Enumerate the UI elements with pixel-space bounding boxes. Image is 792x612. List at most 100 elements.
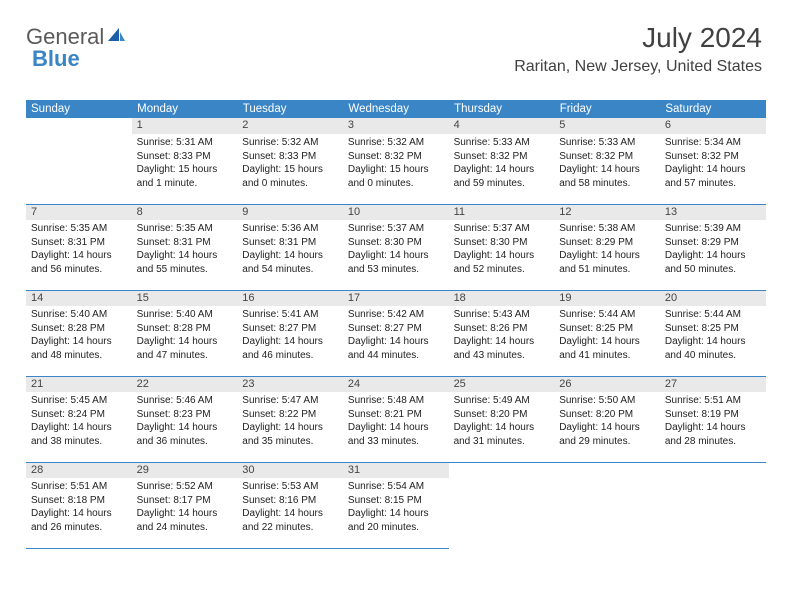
day-number-cell: 14 <box>26 290 132 306</box>
sunset-line: Sunset: 8:26 PM <box>454 322 550 336</box>
daylight-line: Daylight: 14 hours and 52 minutes. <box>454 249 550 276</box>
sunset-line: Sunset: 8:20 PM <box>454 408 550 422</box>
sunrise-line: Sunrise: 5:53 AM <box>242 480 338 494</box>
day-data-cell: Sunrise: 5:53 AMSunset: 8:16 PMDaylight:… <box>237 478 343 548</box>
sunrise-line: Sunrise: 5:43 AM <box>454 308 550 322</box>
sunset-line: Sunset: 8:32 PM <box>454 150 550 164</box>
sunset-line: Sunset: 8:17 PM <box>137 494 233 508</box>
sunset-line: Sunset: 8:23 PM <box>137 408 233 422</box>
day-number-cell <box>554 462 660 478</box>
day-number-cell: 24 <box>343 376 449 392</box>
sunrise-line: Sunrise: 5:51 AM <box>31 480 127 494</box>
day-number-cell: 13 <box>660 204 766 220</box>
day-data-cell: Sunrise: 5:40 AMSunset: 8:28 PMDaylight:… <box>26 306 132 376</box>
sunrise-line: Sunrise: 5:33 AM <box>454 136 550 150</box>
title-month: July 2024 <box>514 22 762 54</box>
sunset-line: Sunset: 8:15 PM <box>348 494 444 508</box>
daylight-line: Daylight: 14 hours and 56 minutes. <box>31 249 127 276</box>
sunrise-line: Sunrise: 5:39 AM <box>665 222 761 236</box>
day-data-cell: Sunrise: 5:54 AMSunset: 8:15 PMDaylight:… <box>343 478 449 548</box>
sunrise-line: Sunrise: 5:31 AM <box>137 136 233 150</box>
weekday-header: Saturday <box>660 100 766 118</box>
day-data-cell: Sunrise: 5:46 AMSunset: 8:23 PMDaylight:… <box>132 392 238 462</box>
day-number-cell: 12 <box>554 204 660 220</box>
title-location: Raritan, New Jersey, United States <box>514 58 762 76</box>
weekday-header: Wednesday <box>343 100 449 118</box>
sunset-line: Sunset: 8:32 PM <box>348 150 444 164</box>
calendar-table: SundayMondayTuesdayWednesdayThursdayFrid… <box>26 100 766 549</box>
sunrise-line: Sunrise: 5:44 AM <box>559 308 655 322</box>
sunset-line: Sunset: 8:33 PM <box>137 150 233 164</box>
sunset-line: Sunset: 8:31 PM <box>31 236 127 250</box>
day-number-cell: 3 <box>343 118 449 134</box>
day-number-row: 123456 <box>26 118 766 134</box>
day-data-cell: Sunrise: 5:49 AMSunset: 8:20 PMDaylight:… <box>449 392 555 462</box>
sunset-line: Sunset: 8:32 PM <box>665 150 761 164</box>
day-number-row: 21222324252627 <box>26 376 766 392</box>
sunrise-line: Sunrise: 5:51 AM <box>665 394 761 408</box>
daylight-line: Daylight: 14 hours and 33 minutes. <box>348 421 444 448</box>
day-data-row: Sunrise: 5:51 AMSunset: 8:18 PMDaylight:… <box>26 478 766 548</box>
weekday-header: Sunday <box>26 100 132 118</box>
daylight-line: Daylight: 15 hours and 1 minute. <box>137 163 233 190</box>
daylight-line: Daylight: 14 hours and 22 minutes. <box>242 507 338 534</box>
daylight-line: Daylight: 14 hours and 58 minutes. <box>559 163 655 190</box>
daylight-line: Daylight: 14 hours and 41 minutes. <box>559 335 655 362</box>
day-number-cell: 8 <box>132 204 238 220</box>
sunrise-line: Sunrise: 5:44 AM <box>665 308 761 322</box>
daylight-line: Daylight: 14 hours and 59 minutes. <box>454 163 550 190</box>
day-data-cell <box>449 478 555 548</box>
sunrise-line: Sunrise: 5:32 AM <box>242 136 338 150</box>
sunrise-line: Sunrise: 5:37 AM <box>454 222 550 236</box>
day-number-cell <box>26 118 132 134</box>
day-number-cell: 5 <box>554 118 660 134</box>
day-number-cell <box>660 462 766 478</box>
day-number-row: 14151617181920 <box>26 290 766 306</box>
sunset-line: Sunset: 8:27 PM <box>348 322 444 336</box>
sunset-line: Sunset: 8:19 PM <box>665 408 761 422</box>
day-number-cell: 27 <box>660 376 766 392</box>
sunset-line: Sunset: 8:25 PM <box>665 322 761 336</box>
sunset-line: Sunset: 8:30 PM <box>348 236 444 250</box>
title-block: July 2024 Raritan, New Jersey, United St… <box>514 22 762 76</box>
daylight-line: Daylight: 14 hours and 29 minutes. <box>559 421 655 448</box>
daylight-line: Daylight: 14 hours and 57 minutes. <box>665 163 761 190</box>
day-data-row: Sunrise: 5:45 AMSunset: 8:24 PMDaylight:… <box>26 392 766 462</box>
day-data-row: Sunrise: 5:40 AMSunset: 8:28 PMDaylight:… <box>26 306 766 376</box>
day-number-cell: 6 <box>660 118 766 134</box>
day-data-cell: Sunrise: 5:43 AMSunset: 8:26 PMDaylight:… <box>449 306 555 376</box>
sunset-line: Sunset: 8:29 PM <box>559 236 655 250</box>
sunset-line: Sunset: 8:30 PM <box>454 236 550 250</box>
day-number-row: 78910111213 <box>26 204 766 220</box>
day-number-row: 28293031 <box>26 462 766 478</box>
sunset-line: Sunset: 8:32 PM <box>559 150 655 164</box>
sunrise-line: Sunrise: 5:41 AM <box>242 308 338 322</box>
sunrise-line: Sunrise: 5:54 AM <box>348 480 444 494</box>
day-number-cell: 2 <box>237 118 343 134</box>
day-data-cell: Sunrise: 5:44 AMSunset: 8:25 PMDaylight:… <box>660 306 766 376</box>
day-data-cell: Sunrise: 5:33 AMSunset: 8:32 PMDaylight:… <box>554 134 660 204</box>
sunset-line: Sunset: 8:31 PM <box>137 236 233 250</box>
day-number-cell: 30 <box>237 462 343 478</box>
daylight-line: Daylight: 14 hours and 47 minutes. <box>137 335 233 362</box>
daylight-line: Daylight: 14 hours and 28 minutes. <box>665 421 761 448</box>
day-number-cell: 23 <box>237 376 343 392</box>
daylight-line: Daylight: 14 hours and 53 minutes. <box>348 249 444 276</box>
logo-sail-icon <box>106 22 126 48</box>
day-data-cell: Sunrise: 5:36 AMSunset: 8:31 PMDaylight:… <box>237 220 343 290</box>
daylight-line: Daylight: 14 hours and 51 minutes. <box>559 249 655 276</box>
day-number-cell: 28 <box>26 462 132 478</box>
day-data-cell: Sunrise: 5:40 AMSunset: 8:28 PMDaylight:… <box>132 306 238 376</box>
day-data-cell: Sunrise: 5:35 AMSunset: 8:31 PMDaylight:… <box>132 220 238 290</box>
day-data-cell: Sunrise: 5:51 AMSunset: 8:18 PMDaylight:… <box>26 478 132 548</box>
weekday-header: Monday <box>132 100 238 118</box>
day-number-cell: 29 <box>132 462 238 478</box>
daylight-line: Daylight: 14 hours and 31 minutes. <box>454 421 550 448</box>
daylight-line: Daylight: 14 hours and 54 minutes. <box>242 249 338 276</box>
day-number-cell: 17 <box>343 290 449 306</box>
daylight-line: Daylight: 15 hours and 0 minutes. <box>348 163 444 190</box>
sunset-line: Sunset: 8:27 PM <box>242 322 338 336</box>
day-number-cell: 19 <box>554 290 660 306</box>
day-data-cell: Sunrise: 5:44 AMSunset: 8:25 PMDaylight:… <box>554 306 660 376</box>
day-data-cell: Sunrise: 5:45 AMSunset: 8:24 PMDaylight:… <box>26 392 132 462</box>
